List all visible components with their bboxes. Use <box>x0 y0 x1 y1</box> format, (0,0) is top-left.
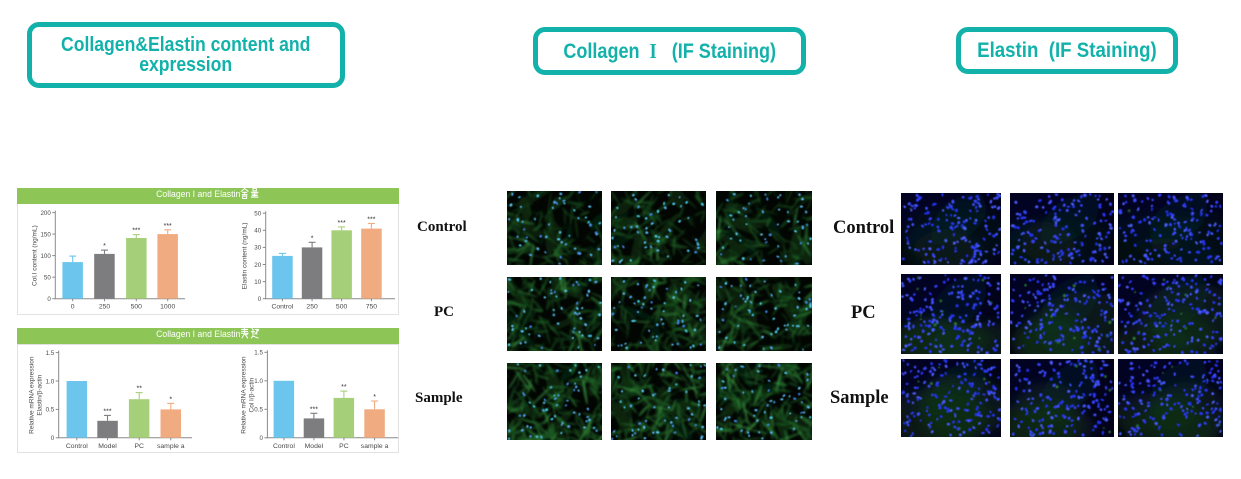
svg-text:**: ** <box>341 384 347 391</box>
svg-text:200: 200 <box>40 210 51 217</box>
svg-text:Col I/β-actin: Col I/β-actin <box>249 377 256 412</box>
svg-text:Relative mRNA expression: Relative mRNA expression <box>241 356 248 434</box>
svg-text:100: 100 <box>40 253 51 260</box>
svg-text:sample a: sample a <box>157 443 185 450</box>
svg-text:0: 0 <box>51 435 55 442</box>
svg-text:PC: PC <box>134 443 144 450</box>
svg-text:1000: 1000 <box>160 304 175 311</box>
svg-text:30: 30 <box>254 245 261 252</box>
svg-text:*: * <box>103 243 106 250</box>
svg-text:0: 0 <box>258 296 262 303</box>
svg-text:Control: Control <box>273 443 295 450</box>
svg-text:Model: Model <box>98 443 117 450</box>
svg-text:0: 0 <box>47 296 51 303</box>
svg-text:***: *** <box>310 406 318 413</box>
svg-text:50: 50 <box>254 211 261 218</box>
svg-text:1.5: 1.5 <box>254 350 263 357</box>
svg-text:1.5: 1.5 <box>46 350 55 357</box>
svg-text:10: 10 <box>254 279 261 286</box>
svg-text:750: 750 <box>366 304 378 311</box>
svg-text:1.0: 1.0 <box>254 378 263 385</box>
svg-text:Elastin content (ng/mL): Elastin content (ng/mL) <box>242 222 249 289</box>
svg-text:*: * <box>373 394 376 401</box>
svg-text:Elastin/β-actin: Elastin/β-actin <box>37 374 44 415</box>
svg-text:PC: PC <box>339 443 349 450</box>
svg-text:500: 500 <box>131 304 143 311</box>
svg-text:20: 20 <box>254 262 261 269</box>
svg-text:50: 50 <box>44 275 51 282</box>
svg-text:sample a: sample a <box>361 443 389 450</box>
svg-text:*: * <box>169 396 172 403</box>
svg-text:1.0: 1.0 <box>46 378 55 385</box>
svg-text:Col.I content (ng/mL): Col.I content (ng/mL) <box>32 225 39 286</box>
svg-text:Control: Control <box>66 443 88 450</box>
svg-text:0.5: 0.5 <box>46 407 55 414</box>
svg-text:150: 150 <box>40 231 51 238</box>
svg-text:500: 500 <box>336 304 348 311</box>
svg-text:*: * <box>311 235 314 242</box>
svg-text:250: 250 <box>99 304 111 311</box>
svg-text:250: 250 <box>306 304 318 311</box>
svg-text:Model: Model <box>305 443 324 450</box>
svg-text:40: 40 <box>254 228 261 235</box>
svg-text:***: *** <box>164 223 172 230</box>
svg-text:***: *** <box>103 408 111 415</box>
svg-text:0: 0 <box>259 435 263 442</box>
svg-text:0: 0 <box>71 304 75 311</box>
svg-text:***: *** <box>132 228 140 235</box>
svg-text:Relative mRNA expression: Relative mRNA expression <box>29 356 36 434</box>
svg-text:**: ** <box>136 386 142 393</box>
svg-text:***: *** <box>367 217 375 224</box>
svg-text:***: *** <box>338 220 346 227</box>
svg-text:0.5: 0.5 <box>254 407 263 414</box>
svg-text:Control: Control <box>271 304 293 311</box>
